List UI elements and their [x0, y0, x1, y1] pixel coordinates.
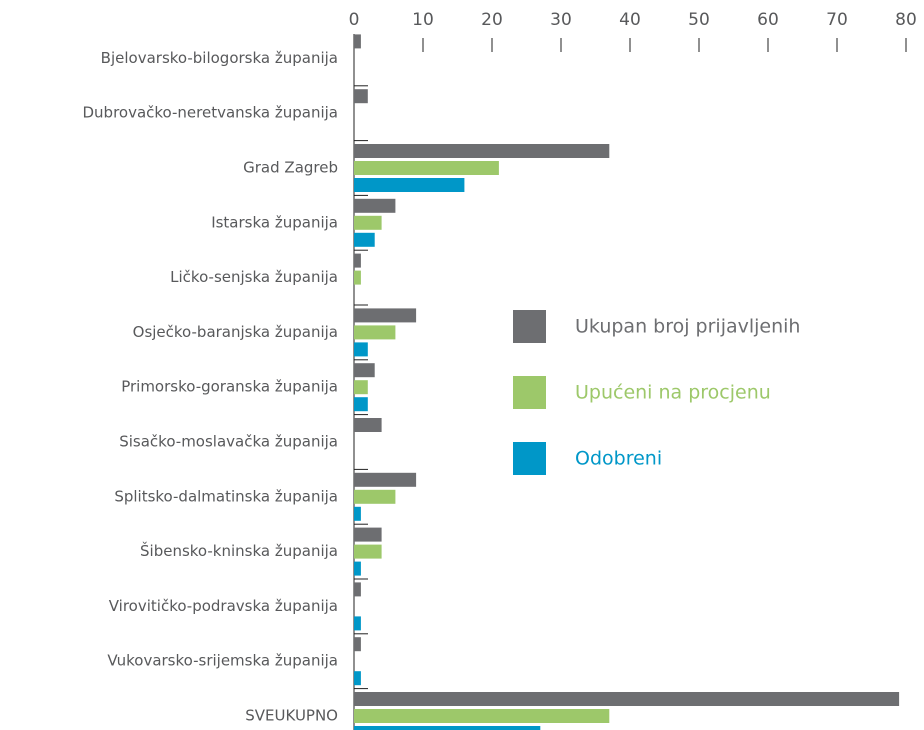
- category-label: Virovitičko-podravska županija: [109, 597, 338, 615]
- category-label: Dubrovačko-neretvanska županija: [82, 104, 338, 122]
- bar: [354, 544, 382, 559]
- bar: [354, 709, 610, 723]
- legend-label: Upućeni na procjenu: [575, 382, 771, 404]
- x-tick-label: 30: [550, 10, 572, 30]
- category-label: Ličko-senjska županija: [170, 268, 338, 286]
- category-label: Vukovarsko-srijemska županija: [107, 652, 338, 670]
- legend-swatch: [513, 310, 546, 343]
- bar: [354, 616, 361, 631]
- bar: [354, 397, 368, 412]
- bar: [354, 34, 361, 49]
- x-tick-label: 20: [481, 10, 503, 30]
- x-tick-label: 60: [757, 10, 779, 30]
- bar: [354, 253, 361, 268]
- legend-label: Ukupan broj prijavljenih: [575, 316, 800, 338]
- bar: [354, 342, 368, 357]
- category-label: Splitsko-dalmatinska županija: [114, 487, 338, 505]
- bar: [354, 380, 368, 395]
- bar: [354, 270, 361, 285]
- category-label: Osječko-baranjska županija: [133, 323, 338, 341]
- bar: [354, 161, 499, 175]
- bar: [354, 671, 361, 686]
- bar: [354, 178, 465, 192]
- bar: [354, 418, 382, 432]
- bar: [354, 726, 541, 730]
- bar: [354, 561, 361, 576]
- category-label: Primorsko-goranska županija: [121, 378, 338, 396]
- category-label: Istarska županija: [211, 213, 338, 231]
- bar: [354, 232, 375, 247]
- bar: [354, 363, 375, 378]
- bar: [354, 506, 361, 521]
- category-label: Grad Zagreb: [243, 159, 338, 177]
- category-label: Šibensko-kninska županija: [140, 541, 338, 560]
- bar: [354, 472, 417, 487]
- bar: [354, 582, 361, 597]
- bar: [354, 215, 382, 230]
- x-tick-label: 0: [349, 10, 360, 30]
- legend-swatch: [513, 442, 546, 475]
- bar: [354, 325, 396, 340]
- bar: [354, 692, 900, 706]
- category-label: Bjelovarsko-bilogorska županija: [101, 49, 338, 67]
- x-tick-label: 70: [826, 10, 848, 30]
- x-tick-label: 80: [895, 10, 917, 30]
- legend-swatch: [513, 376, 546, 409]
- bar: [354, 527, 382, 542]
- category-label: Sisačko-moslavačka županija: [119, 433, 338, 451]
- bar: [354, 198, 396, 213]
- x-tick-label: 10: [412, 10, 434, 30]
- bar: [354, 308, 417, 323]
- bar: [354, 489, 396, 504]
- x-tick-label: 50: [688, 10, 710, 30]
- bar: [354, 637, 361, 652]
- bar: [354, 144, 610, 158]
- bar: [354, 89, 368, 104]
- x-tick-label: 40: [619, 10, 641, 30]
- legend-label: Odobreni: [575, 448, 662, 470]
- category-label: SVEUKUPNO: [245, 707, 338, 725]
